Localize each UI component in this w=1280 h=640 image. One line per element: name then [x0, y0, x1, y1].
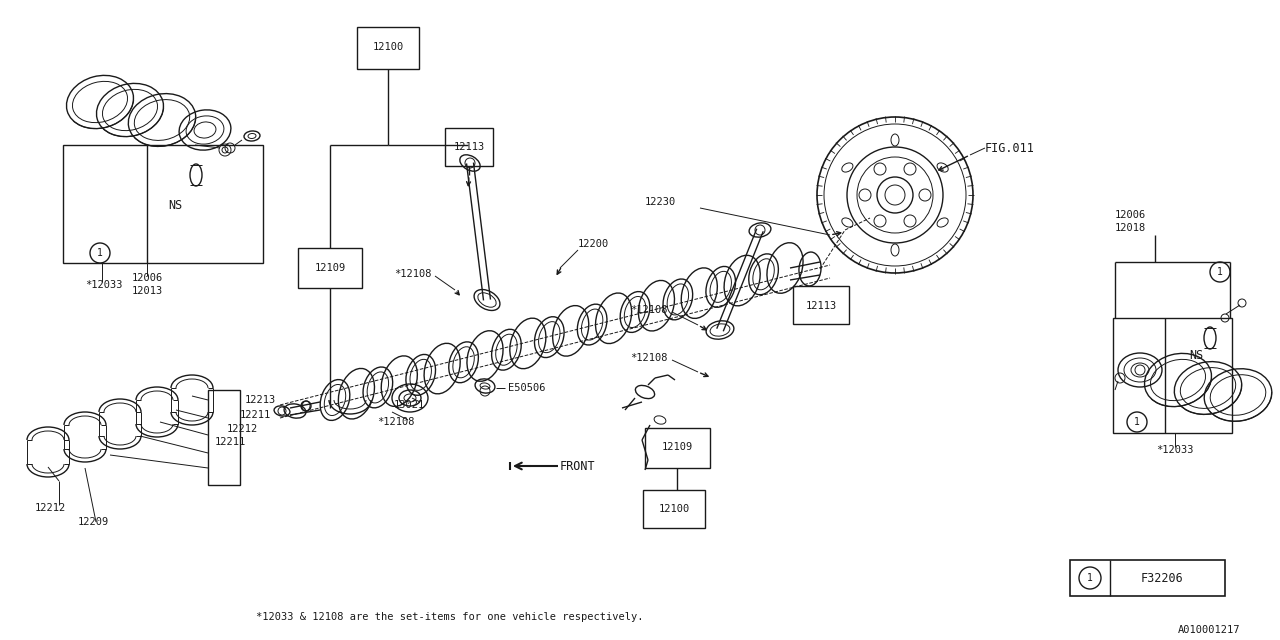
Text: 12100: 12100 — [372, 42, 403, 52]
Text: 12212: 12212 — [227, 424, 259, 434]
Text: 12113: 12113 — [453, 142, 485, 152]
Text: 12013: 12013 — [132, 286, 163, 296]
Text: 12113: 12113 — [805, 301, 837, 311]
Bar — [209, 390, 241, 485]
Text: *12033: *12033 — [1156, 445, 1194, 455]
Bar — [63, 145, 262, 263]
Bar — [1070, 560, 1225, 596]
Text: 12230: 12230 — [645, 197, 676, 207]
Text: 12213: 12213 — [244, 395, 276, 405]
Text: FRONT: FRONT — [561, 461, 595, 474]
Bar — [643, 490, 705, 528]
Text: 12006: 12006 — [132, 273, 163, 283]
Text: 12200: 12200 — [579, 239, 609, 249]
Text: *12108: *12108 — [394, 269, 433, 279]
Bar — [298, 248, 362, 288]
Bar — [1114, 318, 1231, 433]
Text: F32206: F32206 — [1140, 572, 1184, 584]
Text: NS: NS — [1189, 349, 1203, 362]
Text: *12033 & 12108 are the set-items for one vehicle respectively.: *12033 & 12108 are the set-items for one… — [256, 612, 644, 622]
Text: 1: 1 — [97, 248, 102, 258]
Text: 12212: 12212 — [35, 503, 67, 513]
Text: 13021: 13021 — [394, 400, 425, 410]
Text: 1: 1 — [1087, 573, 1093, 583]
Text: 12100: 12100 — [658, 504, 690, 514]
Text: *12108: *12108 — [631, 305, 668, 315]
Text: FIG.011: FIG.011 — [986, 141, 1034, 154]
Bar — [357, 27, 419, 69]
Text: 12109: 12109 — [315, 263, 346, 273]
Bar — [645, 428, 710, 468]
Text: 1: 1 — [1134, 417, 1140, 427]
Text: 12211: 12211 — [241, 410, 271, 420]
Text: *12108: *12108 — [378, 417, 415, 427]
Text: E50506: E50506 — [508, 383, 545, 393]
Text: *12033: *12033 — [84, 280, 123, 290]
Bar — [794, 286, 849, 324]
Text: NS: NS — [168, 198, 182, 211]
Text: 12018: 12018 — [1115, 223, 1147, 233]
Text: 12006: 12006 — [1115, 210, 1147, 220]
Text: *12108: *12108 — [631, 353, 668, 363]
Text: A010001217: A010001217 — [1178, 625, 1240, 635]
Text: 12211: 12211 — [215, 437, 246, 447]
Text: 1: 1 — [1217, 267, 1222, 277]
Bar — [445, 128, 493, 166]
Text: 12209: 12209 — [78, 517, 109, 527]
Text: 12109: 12109 — [662, 442, 692, 452]
